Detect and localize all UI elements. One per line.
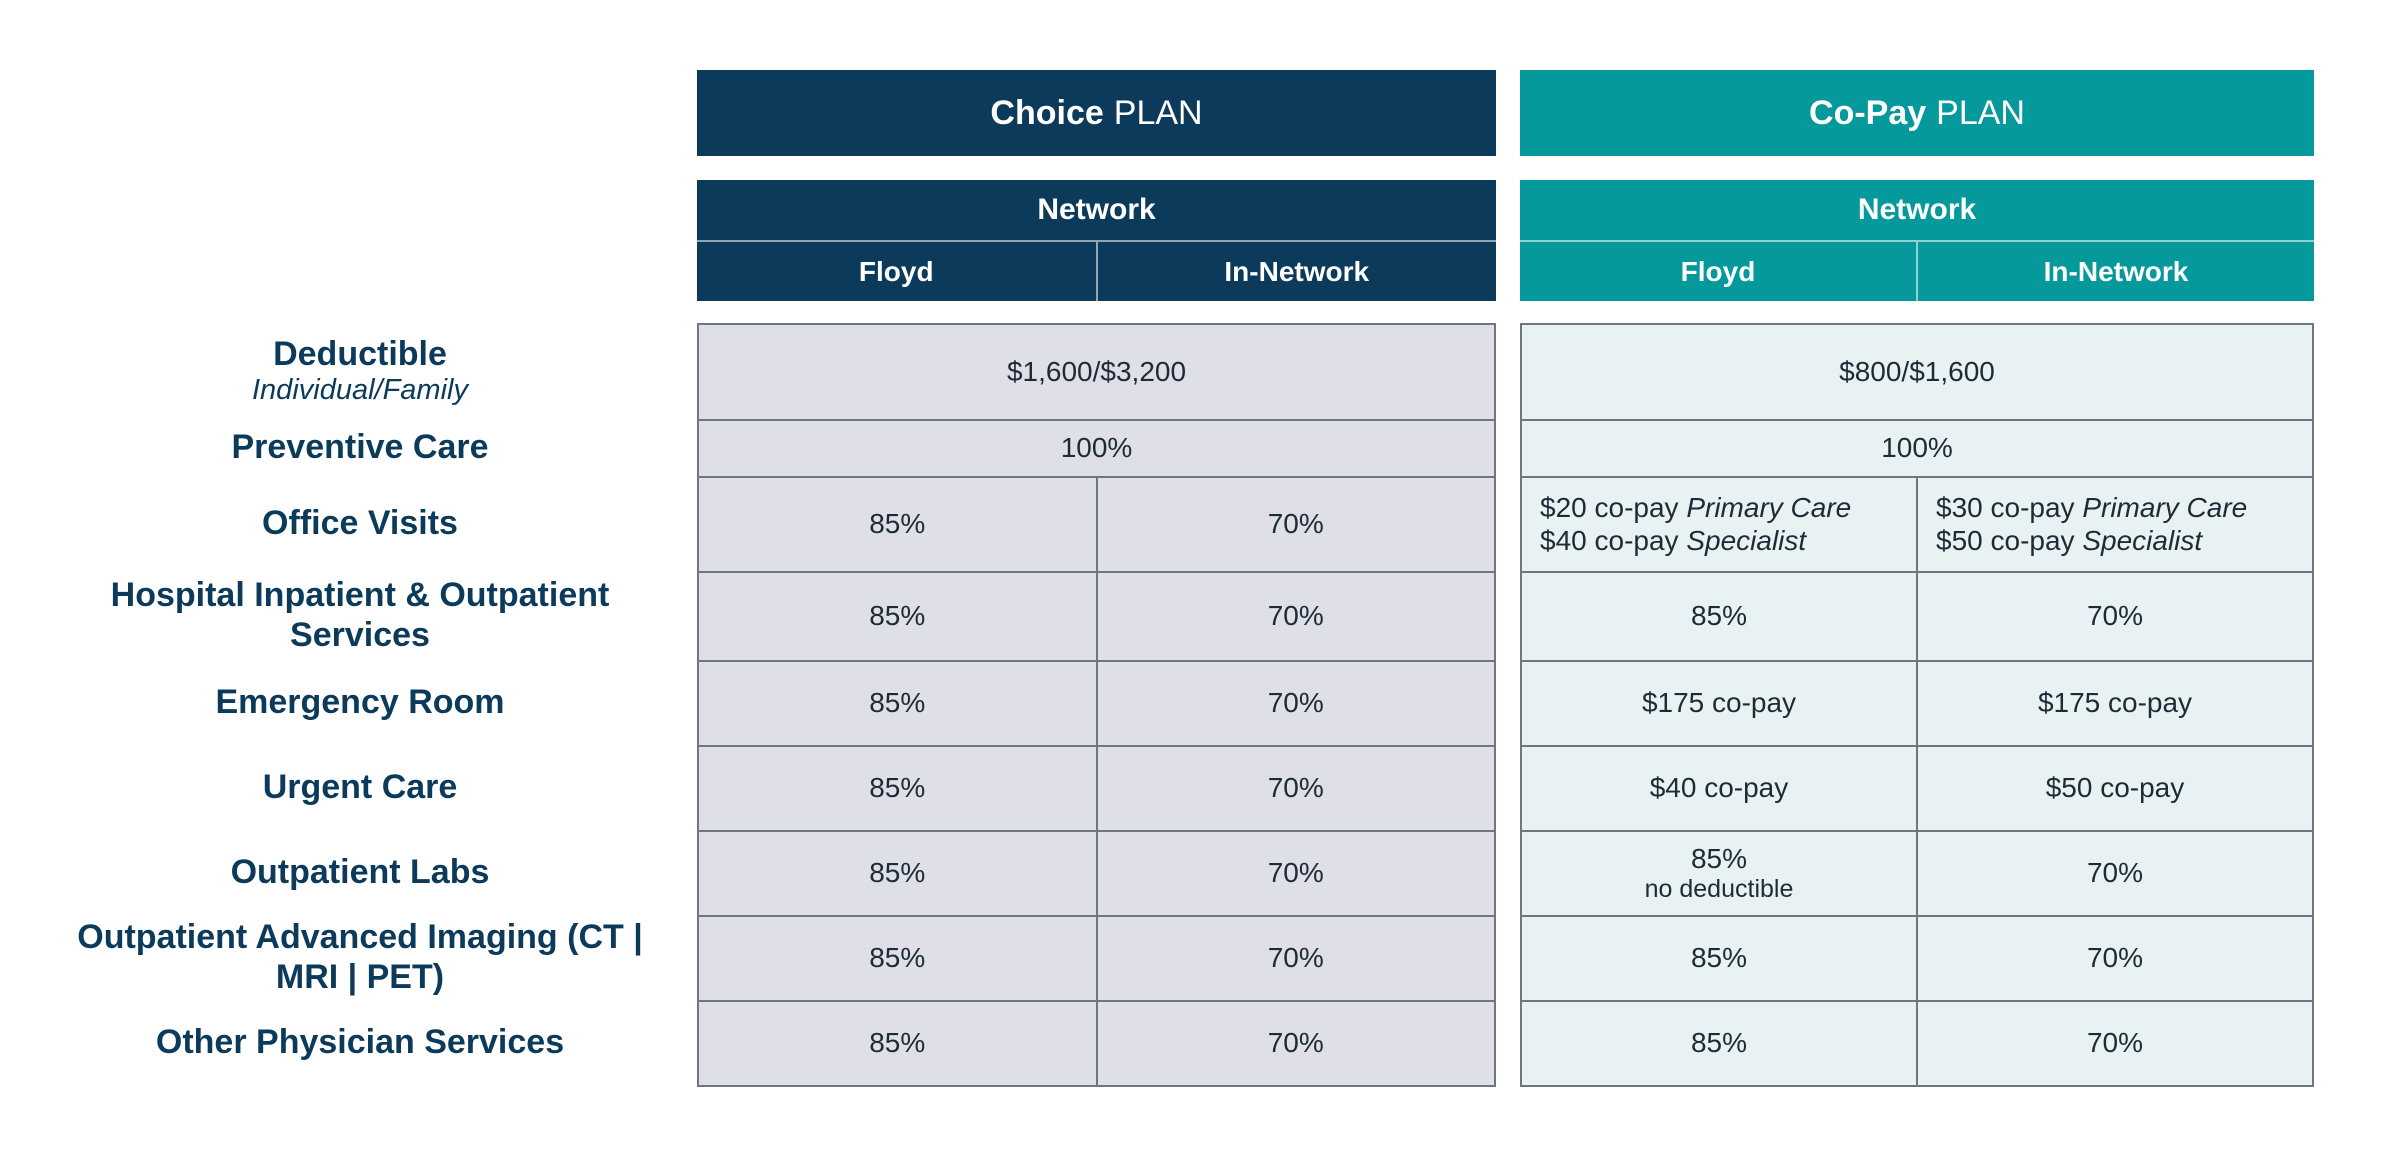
choice-other-in-network: 70% <box>1095 1000 1496 1087</box>
copay-plan-table: $800/$1,600 100% $20 co-pay Primary Care… <box>1520 323 2314 1087</box>
table-row: 85% 70% <box>1520 1000 2314 1087</box>
choice-urgent-floyd: 85% <box>697 745 1098 832</box>
choice-plan-suffix: PLAN <box>1113 93 1203 132</box>
table-row: 85% 70% <box>697 830 1496 917</box>
copay-office-floyd-pc-amount: $20 co-pay <box>1540 492 1679 524</box>
row-label-preventive: Preventive Care <box>231 427 489 466</box>
copay-col-floyd: Floyd <box>1680 255 1756 287</box>
row-label-deductible: Deductible Individual/Family <box>60 323 660 419</box>
table-row: 85% no deductible 70% <box>1520 830 2314 917</box>
table-row: 85% 70% <box>697 660 1496 747</box>
table-row: 100% <box>697 419 1496 478</box>
copay-emergency-floyd: $175 co-pay <box>1520 660 1918 747</box>
choice-plan-header: Choice PLAN <box>697 70 1496 156</box>
table-row: 85% 70% <box>697 1000 1496 1087</box>
copay-plan-name: Co-Pay <box>1809 93 1927 132</box>
table-row: 85% 70% <box>1520 915 2314 1002</box>
choice-labs-floyd: 85% <box>697 830 1098 917</box>
choice-office-floyd: 85% <box>697 476 1098 573</box>
table-row: $175 co-pay $175 co-pay <box>1520 660 2314 747</box>
copay-plan-suffix: PLAN <box>1936 93 2025 132</box>
table-row: $800/$1,600 <box>1520 323 2314 421</box>
copay-imaging-floyd: 85% <box>1520 915 1918 1002</box>
copay-labs-floyd-value: 85% <box>1690 843 1748 875</box>
row-label-urgent: Urgent Care <box>262 767 458 806</box>
copay-imaging-in-network: 70% <box>1916 915 2314 1002</box>
row-labels: Deductible Individual/Family Preventive … <box>60 323 660 1085</box>
copay-deductible: $800/$1,600 <box>1520 323 2314 421</box>
choice-urgent-in-network: 70% <box>1095 745 1496 832</box>
table-row: 85% 70% <box>697 745 1496 832</box>
copay-labs-in-network: 70% <box>1916 830 2314 917</box>
table-row: $20 co-pay Primary Care $40 co-pay Speci… <box>1520 476 2314 573</box>
copay-office-in-network-sp-type: Specialist <box>2082 524 2203 556</box>
row-label-hospital: Hospital Inpatient & Outpatient Services <box>110 576 610 654</box>
copay-office-in-network-pc-type: Primary Care <box>2082 492 2248 524</box>
copay-urgent-floyd: $40 co-pay <box>1520 745 1918 832</box>
row-label-emergency: Emergency Room <box>215 682 505 721</box>
copay-office-in-network-sp-amount: $50 co-pay <box>1936 524 2075 556</box>
choice-imaging-floyd: 85% <box>697 915 1098 1002</box>
choice-network-label: Network <box>697 180 1496 242</box>
choice-emergency-in-network: 70% <box>1095 660 1496 747</box>
copay-network-header: Network Floyd In-Network <box>1520 180 2314 301</box>
table-row: 85% 70% <box>697 915 1496 1002</box>
copay-office-in-network-pc-amount: $30 co-pay <box>1936 492 2075 524</box>
copay-col-in-network: In-Network <box>1916 242 2314 301</box>
copay-hospital-floyd: 85% <box>1520 571 1918 662</box>
copay-other-in-network: 70% <box>1916 1000 2314 1087</box>
copay-office-in-network: $30 co-pay Primary Care $50 co-pay Speci… <box>1916 476 2314 573</box>
copay-labs-floyd: 85% no deductible <box>1520 830 1918 917</box>
choice-hospital-in-network: 70% <box>1095 571 1496 662</box>
choice-col-floyd: Floyd <box>858 255 934 287</box>
choice-deductible: $1,600/$3,200 <box>697 323 1496 421</box>
row-label-office-visits: Office Visits <box>262 503 458 542</box>
choice-plan-table: $1,600/$3,200 100% 85% 70% 85% 70% 85% 7… <box>697 323 1496 1087</box>
copay-office-floyd-sp-amount: $40 co-pay <box>1540 524 1679 556</box>
copay-preventive: 100% <box>1520 419 2314 478</box>
copay-network-label: Network <box>1520 180 2314 242</box>
choice-preventive: 100% <box>697 419 1496 478</box>
copay-other-floyd: 85% <box>1520 1000 1918 1087</box>
table-row: 85% 70% <box>1520 571 2314 662</box>
row-label-labs: Outpatient Labs <box>230 852 490 891</box>
copay-urgent-in-network: $50 co-pay <box>1916 745 2314 832</box>
choice-hospital-floyd: 85% <box>697 571 1098 662</box>
table-row: $1,600/$3,200 <box>697 323 1496 421</box>
copay-hospital-in-network: 70% <box>1916 571 2314 662</box>
choice-col-in-network: In-Network <box>1095 242 1497 301</box>
choice-plan-name: Choice <box>990 93 1104 132</box>
choice-office-in-network: 70% <box>1095 476 1496 573</box>
row-label-other: Other Physician Services <box>155 1022 565 1061</box>
copay-plan-header: Co-Pay PLAN <box>1520 70 2314 156</box>
table-row: $40 co-pay $50 co-pay <box>1520 745 2314 832</box>
copay-office-floyd-sp-type: Specialist <box>1686 524 1807 556</box>
deductible-label: Deductible <box>273 334 447 373</box>
copay-office-floyd: $20 co-pay Primary Care $40 co-pay Speci… <box>1520 476 1918 573</box>
copay-emergency-in-network: $175 co-pay <box>1916 660 2314 747</box>
table-row: 85% 70% <box>697 571 1496 662</box>
choice-emergency-floyd: 85% <box>697 660 1098 747</box>
deductible-sublabel: Individual/Family <box>252 373 468 406</box>
table-row: 100% <box>1520 419 2314 478</box>
choice-network-header: Network Floyd In-Network <box>697 180 1496 301</box>
choice-labs-in-network: 70% <box>1095 830 1496 917</box>
table-row: 85% 70% <box>697 476 1496 573</box>
copay-office-floyd-pc-type: Primary Care <box>1686 492 1852 524</box>
row-label-imaging: Outpatient Advanced Imaging (CT | MRI | … <box>77 918 643 996</box>
choice-other-floyd: 85% <box>697 1000 1098 1087</box>
copay-labs-floyd-note: no deductible <box>1644 875 1794 904</box>
choice-imaging-in-network: 70% <box>1095 915 1496 1002</box>
